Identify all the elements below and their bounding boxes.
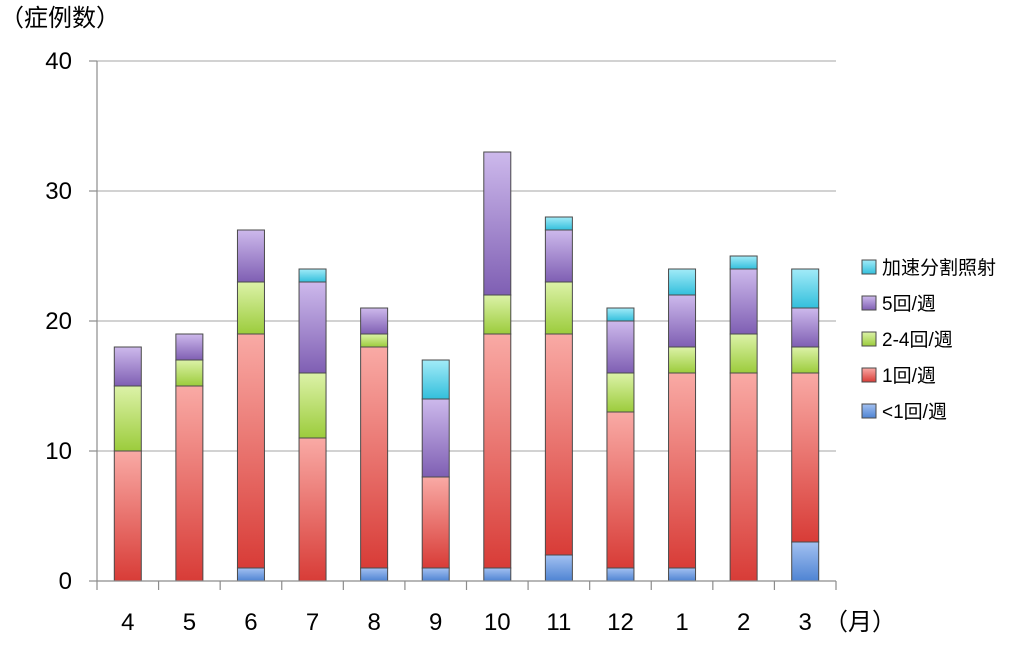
bar-segment-s4-c8 xyxy=(606,307,635,322)
bar-segment-s1-c0 xyxy=(113,450,142,582)
x-tick-label: 4 xyxy=(121,609,134,636)
y-tick-label: 30 xyxy=(45,178,72,205)
x-tick-label: 9 xyxy=(429,609,442,636)
bar-segment-s3-c6 xyxy=(483,151,512,296)
x-tick-label: 6 xyxy=(244,609,257,636)
bar-segment-s1-c5 xyxy=(421,476,450,569)
bar-segment-s1-c1 xyxy=(175,385,204,582)
y-axis-title: （症例数） xyxy=(0,5,120,32)
bar-segment-s2-c0 xyxy=(113,385,142,452)
x-tick-label: 8 xyxy=(367,609,380,636)
x-tick-label: 10 xyxy=(484,609,511,636)
bar-segment-s1-c9 xyxy=(668,372,697,569)
y-tick-label: 0 xyxy=(59,568,72,595)
legend: 加速分割照射 5回/週 2-4回/週 1回/週 <1回/週 xyxy=(861,257,996,423)
bar-segment-s2-c4 xyxy=(360,333,389,348)
legend-label: <1回/週 xyxy=(882,401,947,423)
legend-swatch xyxy=(861,295,877,311)
y-tick-label: 40 xyxy=(45,48,72,75)
bar-segment-s2-c11 xyxy=(791,346,820,374)
bar-segment-s3-c1 xyxy=(175,333,204,361)
bar-segment-s1-c4 xyxy=(360,346,389,569)
legend-swatch xyxy=(861,367,877,383)
bar-segment-s0-c7 xyxy=(544,554,573,582)
legend-swatch xyxy=(861,259,877,275)
bar-segment-s0-c6 xyxy=(483,567,512,582)
y-tick-label: 10 xyxy=(45,438,72,465)
gridlines xyxy=(97,60,836,452)
bar-segment-s3-c8 xyxy=(606,320,635,374)
bar-segment-s1-c6 xyxy=(483,333,512,569)
bar-segment-s2-c8 xyxy=(606,372,635,413)
bar-segment-s2-c7 xyxy=(544,281,573,335)
bar-segment-s2-c10 xyxy=(729,333,758,374)
bar-segment-s1-c2 xyxy=(236,333,265,569)
bar-segment-s3-c10 xyxy=(729,268,758,335)
bar-segment-s3-c5 xyxy=(421,398,450,478)
bar-segment-s0-c5 xyxy=(421,567,450,582)
bar-segment-s3-c3 xyxy=(298,281,327,374)
bar-segment-s4-c7 xyxy=(544,216,573,231)
bar-segment-s3-c2 xyxy=(236,229,265,283)
bar-segment-s1-c8 xyxy=(606,411,635,569)
x-tick-label: 3 xyxy=(799,609,812,636)
bar-segment-s0-c2 xyxy=(236,567,265,582)
bar-segment-s3-c7 xyxy=(544,229,573,283)
bar-segment-s3-c9 xyxy=(668,294,697,348)
bar-segment-s3-c4 xyxy=(360,307,389,335)
bar-segment-s2-c9 xyxy=(668,346,697,374)
bar-segment-s2-c2 xyxy=(236,281,265,335)
legend-label: 5回/週 xyxy=(882,293,936,315)
legend-label: 加速分割照射 xyxy=(882,257,996,279)
legend-label: 1回/週 xyxy=(882,365,936,387)
legend-swatch xyxy=(861,331,877,347)
bar-segment-s4-c5 xyxy=(421,359,450,400)
bar-segment-s4-c3 xyxy=(298,268,327,283)
x-tick-label: 12 xyxy=(607,609,634,636)
bar-segment-s4-c9 xyxy=(668,268,697,296)
bar-segment-s2-c6 xyxy=(483,294,512,335)
x-tick-label: 11 xyxy=(546,609,571,636)
bar-segment-s1-c11 xyxy=(791,372,820,543)
x-axis-title: （月） xyxy=(824,609,896,636)
y-tick-label: 20 xyxy=(45,308,72,335)
x-tick-label: 1 xyxy=(675,609,688,636)
bar-segment-s4-c11 xyxy=(791,268,820,309)
legend-label: 2-4回/週 xyxy=(882,329,953,351)
bar-segment-s3-c0 xyxy=(113,346,142,387)
axes xyxy=(89,60,837,590)
bars xyxy=(113,151,820,582)
bar-segment-s1-c10 xyxy=(729,372,758,582)
bar-segment-s2-c3 xyxy=(298,372,327,439)
bar-segment-s0-c8 xyxy=(606,567,635,582)
bar-segment-s2-c1 xyxy=(175,359,204,387)
x-tick-label: 5 xyxy=(183,609,196,636)
x-tick-label: 2 xyxy=(737,609,750,636)
bar-segment-s1-c7 xyxy=(544,333,573,556)
bar-segment-s1-c3 xyxy=(298,437,327,582)
bar-segment-s4-c10 xyxy=(729,255,758,270)
bar-segment-s3-c11 xyxy=(791,307,820,348)
bar-segment-s0-c4 xyxy=(360,567,389,582)
legend-swatch xyxy=(861,403,877,419)
x-tick-label: 7 xyxy=(306,609,319,636)
bar-segment-s0-c11 xyxy=(791,541,820,582)
bar-segment-s0-c9 xyxy=(668,567,697,582)
